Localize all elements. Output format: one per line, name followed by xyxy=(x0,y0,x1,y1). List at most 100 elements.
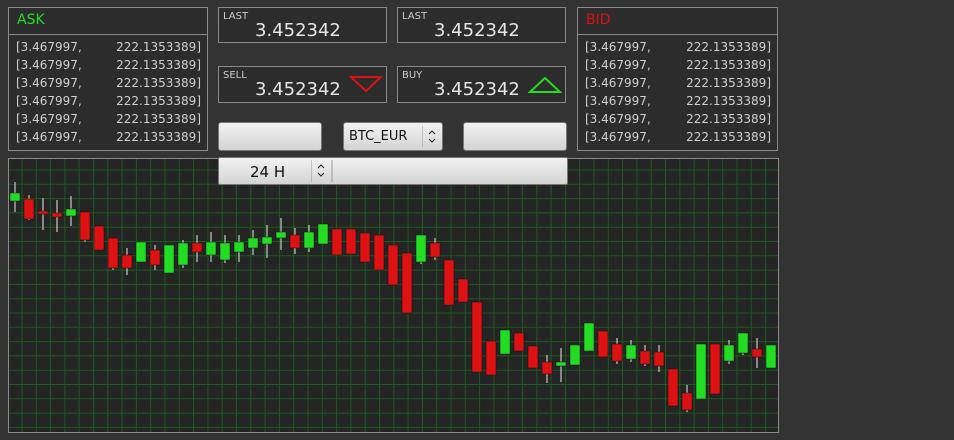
order-amount: 222.1353389] xyxy=(116,40,201,54)
candle-body xyxy=(457,278,469,303)
order-amount: 222.1353389] xyxy=(116,76,201,90)
select-arrows xyxy=(422,126,436,147)
candle-body xyxy=(261,236,273,245)
candle-body xyxy=(681,392,693,411)
order-price: [3.467997, xyxy=(16,58,82,72)
order-row: [3.467997, 222.1353389] xyxy=(9,56,207,74)
candle-body xyxy=(191,242,203,253)
candle-body xyxy=(555,361,567,367)
candle-body xyxy=(79,211,91,241)
ask-panel: ASK [3.467997, 222.1353389] [3.467997, 222.… xyxy=(8,7,208,151)
candle-body xyxy=(527,345,539,369)
candle-body xyxy=(233,241,245,253)
ticker-label: BUY xyxy=(402,70,423,81)
candle-body xyxy=(65,208,77,217)
candle-body xyxy=(751,348,763,358)
candle-body xyxy=(597,330,609,358)
order-price: [3.467997, xyxy=(585,58,651,72)
order-row: [3.467997, 222.1353389] xyxy=(578,38,777,56)
candle-body xyxy=(135,241,147,263)
candle-body xyxy=(695,343,707,400)
candle-body xyxy=(499,329,511,355)
order-amount: 222.1353389] xyxy=(686,40,771,54)
order-row: [3.467997, 222.1353389] xyxy=(578,74,777,92)
order-amount: 222.1353389] xyxy=(116,58,201,72)
candle-body xyxy=(429,242,441,258)
order-amount: 222.1353389] xyxy=(686,58,771,72)
candle-body xyxy=(415,234,427,263)
ticker-value: 3.452342 xyxy=(434,79,520,100)
candle-body xyxy=(121,254,133,269)
candle-body xyxy=(639,350,651,365)
candle-body xyxy=(359,232,371,263)
order-amount: 222.1353389] xyxy=(116,112,201,126)
order-amount: 222.1353389] xyxy=(116,130,201,144)
candle-body xyxy=(303,231,315,249)
candle-body xyxy=(513,332,525,352)
candle-body xyxy=(653,351,665,367)
order-price: [3.467997, xyxy=(16,130,82,144)
order-row: [3.467997, 222.1353389] xyxy=(9,92,207,110)
ticker-label: LAST xyxy=(223,11,249,22)
candle-body xyxy=(667,368,679,407)
order-price: [3.467997, xyxy=(585,130,651,144)
order-price: [3.467997, xyxy=(16,94,82,108)
candle-body xyxy=(93,225,105,251)
sell-icon xyxy=(349,76,383,93)
candle-body xyxy=(37,210,49,215)
order-price: [3.467997, xyxy=(585,112,651,126)
ticker-label: LAST xyxy=(402,11,428,22)
order-price: [3.467997, xyxy=(16,76,82,90)
candle-body xyxy=(723,344,735,362)
ticker-value: 3.452342 xyxy=(434,20,520,41)
candle-body xyxy=(611,343,623,362)
pair-select[interactable]: BTC_EUR xyxy=(343,122,443,151)
bid-rows: [3.467997, 222.1353389] [3.467997, 222.1353… xyxy=(578,35,777,146)
ticker-value: 3.452342 xyxy=(255,20,341,41)
ticker-value: 3.452342 xyxy=(255,79,341,100)
candle-body xyxy=(345,228,357,255)
ask-title: ASK xyxy=(9,8,207,35)
candle-body xyxy=(51,212,63,218)
button[interactable] xyxy=(218,122,322,151)
order-amount: 222.1353389] xyxy=(686,76,771,90)
candle-body xyxy=(205,241,217,256)
order-price: [3.467997, xyxy=(16,40,82,54)
order-row: [3.467997, 222.1353389] xyxy=(578,128,777,146)
candle-body xyxy=(709,343,721,395)
select-arrows xyxy=(311,160,333,182)
order-price: [3.467997, xyxy=(585,40,651,54)
order-row: [3.467997, 222.1353389] xyxy=(9,110,207,128)
last-box: LAST 3.452342 xyxy=(397,7,566,43)
candle-body xyxy=(163,244,175,274)
order-price: [3.467997, xyxy=(16,112,82,126)
candle-body xyxy=(569,344,581,366)
candle-body xyxy=(177,242,189,266)
candle-body xyxy=(247,237,259,249)
candle-body xyxy=(149,249,161,266)
candle-body xyxy=(583,322,595,352)
order-row: [3.467997, 222.1353389] xyxy=(9,74,207,92)
order-row: [3.467997, 222.1353389] xyxy=(578,56,777,74)
candle-body xyxy=(275,231,287,239)
candle-body xyxy=(219,242,231,261)
pair-select-value: BTC_EUR xyxy=(349,129,408,144)
period-select[interactable]: 24 H xyxy=(218,157,568,185)
candle-body xyxy=(9,192,21,202)
period-select-value: 24 H xyxy=(250,163,286,181)
ticker-label: SELL xyxy=(223,70,247,81)
order-row: [3.467997, 222.1353389] xyxy=(578,110,777,128)
order-row: [3.467997, 222.1353389] xyxy=(9,128,207,146)
button[interactable] xyxy=(463,122,567,151)
candle-body xyxy=(23,198,35,220)
candle-body xyxy=(387,244,399,286)
candle-body xyxy=(331,228,343,256)
bid-panel: BID [3.467997, 222.1353389] [3.467997, 222.… xyxy=(577,7,778,151)
buy-box: BUY 3.452342 xyxy=(397,66,566,103)
candle-body xyxy=(625,344,637,360)
candle-body xyxy=(373,234,385,271)
last-box: LAST 3.452342 xyxy=(218,7,387,43)
candle-body xyxy=(471,301,483,373)
order-amount: 222.1353389] xyxy=(686,112,771,126)
